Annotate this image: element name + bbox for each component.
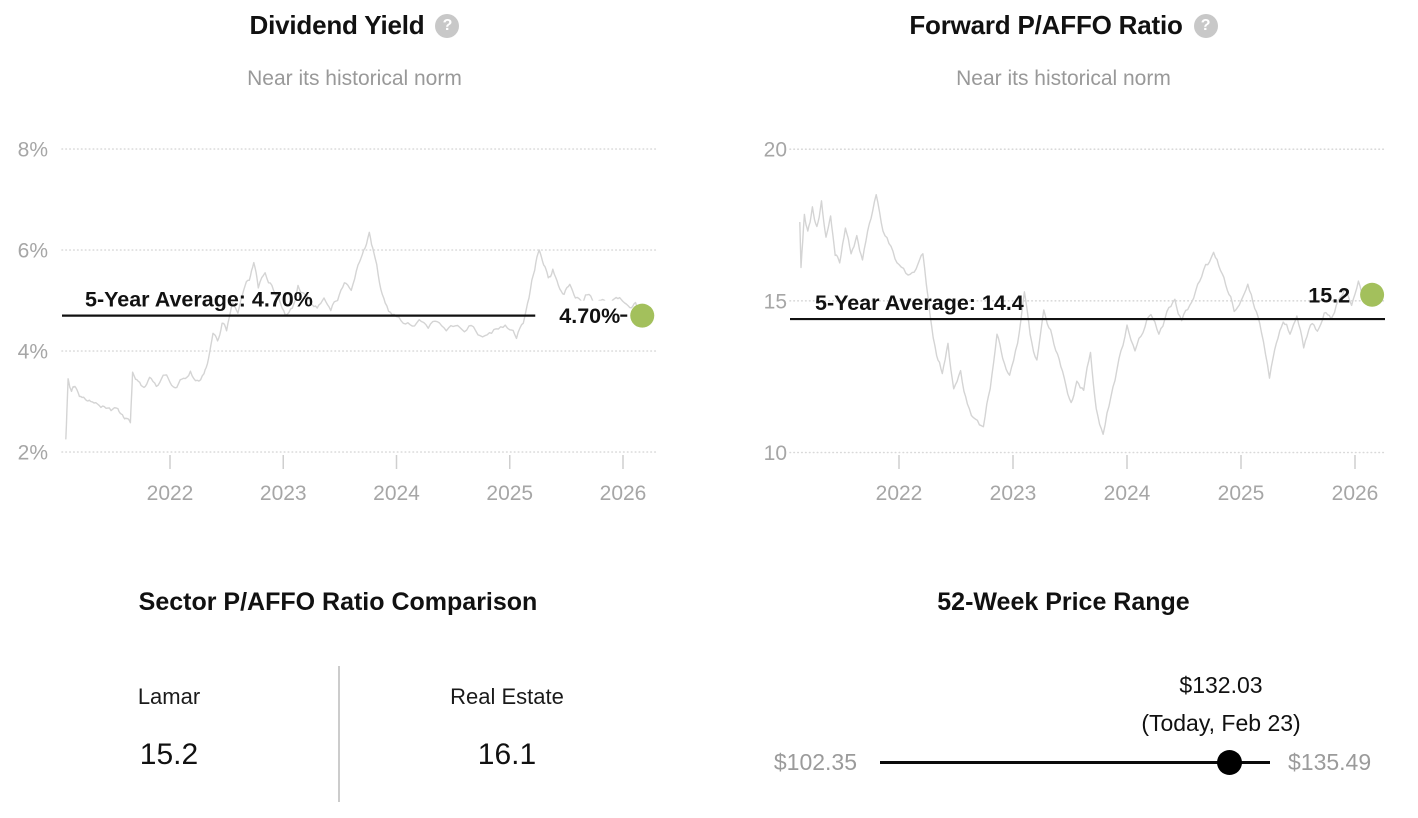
comparison-columns: Lamar 15.2 Real Estate 16.1 [0,684,676,772]
x-axis-label: 2022 [876,482,923,505]
current-price-note: $132.03 (Today, Feb 23) [1141,666,1300,742]
x-axis-label: 2024 [1104,482,1151,505]
average-label: 5-Year Average: 4.70% [85,288,313,312]
range-low-label: $102.35 [773,749,857,775]
help-icon[interactable]: ? [435,13,460,38]
x-axis-label: 2023 [990,482,1037,505]
comparison-item: Real Estate 16.1 [338,684,676,772]
series-line [65,231,643,440]
price-range-panel: 52-Week Price Range $132.03 (Today, Feb … [709,530,1418,818]
price-range-handle [1216,749,1242,775]
dividend-yield-section: Dividend Yield ? Near its historical nor… [0,0,709,530]
x-axis-label: 2026 [1332,482,1379,505]
x-axis-label: 2026 [600,482,647,505]
current-value-dot [1360,282,1385,307]
y-axis-label: 8% [18,139,48,162]
comparison-value: 15.2 [139,738,199,771]
current-value-dot [630,303,655,328]
average-label: 5-Year Average: 14.4 [815,291,1024,315]
chart-header: Forward P/AFFO Ratio ? [709,10,1418,41]
section-title-price-range: 52-Week Price Range [937,588,1190,616]
valuation-charts-row: Dividend Yield ? Near its historical nor… [0,0,1418,530]
current-price-date: (Today, Feb 23) [1141,710,1301,736]
x-axis-label: 2022 [147,482,194,505]
comparison-value: 16.1 [477,738,537,771]
range-high-label: $135.49 [1288,749,1372,775]
help-icon[interactable]: ? [1193,13,1218,38]
chart-header: Dividend Yield ? [0,10,709,41]
sector-comparison-panel: Sector P/AFFO Ratio Comparison Lamar 15.… [0,530,709,818]
label-mask [535,300,621,331]
x-axis-label: 2025 [1218,482,1265,505]
comparison-label: Real Estate [450,684,564,709]
y-axis-label: 15 [764,290,787,313]
chart-subtitle: Near its historical norm [956,67,1171,90]
y-axis-label: 4% [18,341,48,364]
series-line [799,194,1373,435]
bottom-panels-row: Sector P/AFFO Ratio Comparison Lamar 15.… [0,530,1418,818]
current-price-label: $132.03 [1179,672,1263,698]
y-axis-label: 6% [18,240,48,263]
x-axis-label: 2023 [260,482,307,505]
comparison-label: Lamar [137,684,201,709]
chart-title: Forward P/AFFO Ratio [909,10,1183,40]
y-axis-label: 20 [764,139,787,162]
forward-paffo-chart: 20 15 10 2022 2023 2024 2025 2026 5-Year Average… [764,139,1386,505]
price-range-track [880,749,1270,775]
vertical-divider [338,666,340,802]
chart-subtitle: Near its historical norm [247,67,462,90]
current-value-label: 15.2 [1308,283,1350,307]
x-axis-label: 2025 [486,482,533,505]
current-value-label: 4.70% [559,304,620,328]
y-axis-label: 10 [764,442,787,465]
y-axis-label: 2% [18,442,48,465]
dividend-yield-chart: 8% 6% 4% 2% 2022 2023 2024 2025 2026 5-Year Avera… [18,139,658,505]
chart-title: Dividend Yield [249,10,425,40]
forward-paffo-section: Forward P/AFFO Ratio ? Near its historic… [709,0,1418,530]
section-title-sector-comparison: Sector P/AFFO Ratio Comparison [138,588,538,616]
comparison-item: Lamar 15.2 [0,684,338,772]
x-axis-label: 2024 [373,482,420,505]
